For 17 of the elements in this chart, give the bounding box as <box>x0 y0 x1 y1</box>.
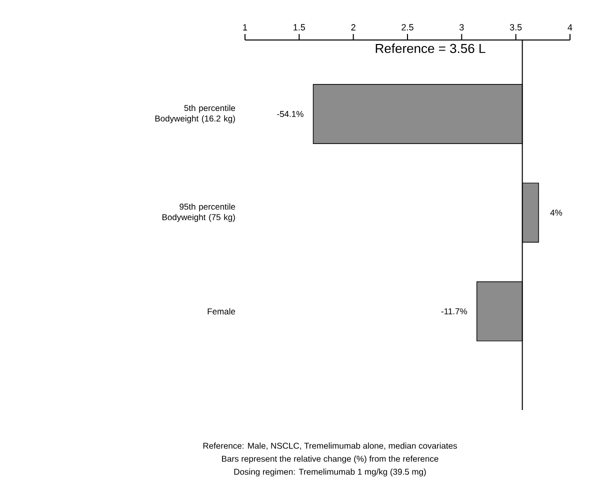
ref-line-label: Reference = 3.56 L <box>376 44 486 54</box>
text: Dosing regimen: Tremelimumab 1 mg/kg (39.5 mg) <box>234 468 426 476</box>
x-tick-label: 2.5 <box>402 24 414 30</box>
annotation: -11.7% <box>441 308 467 314</box>
x-tick-label: 3.5 <box>510 24 522 30</box>
text: Bars represent the relative change (%) from the reference <box>222 456 438 464</box>
annotation: 4% <box>550 210 562 216</box>
y-tick-label: Female <box>208 308 236 314</box>
x-tick-label: 2 <box>351 24 356 30</box>
x-tick-label: 3 <box>460 24 464 30</box>
x-tick-label: 1.5 <box>294 24 306 30</box>
x-tick-label: 1 <box>243 24 248 30</box>
annotation: -54.1% <box>277 111 304 117</box>
y-tick-label: 5th percentile Bodyweight (16.2 kg) <box>155 104 236 124</box>
x-tick-label: 4 <box>568 24 572 30</box>
text: Reference: Male, NSCLC, Tremelimumab alone, median covariates <box>203 442 457 450</box>
y-tick-label: 95th percentile Bodyweight (75 kg) <box>162 203 236 222</box>
